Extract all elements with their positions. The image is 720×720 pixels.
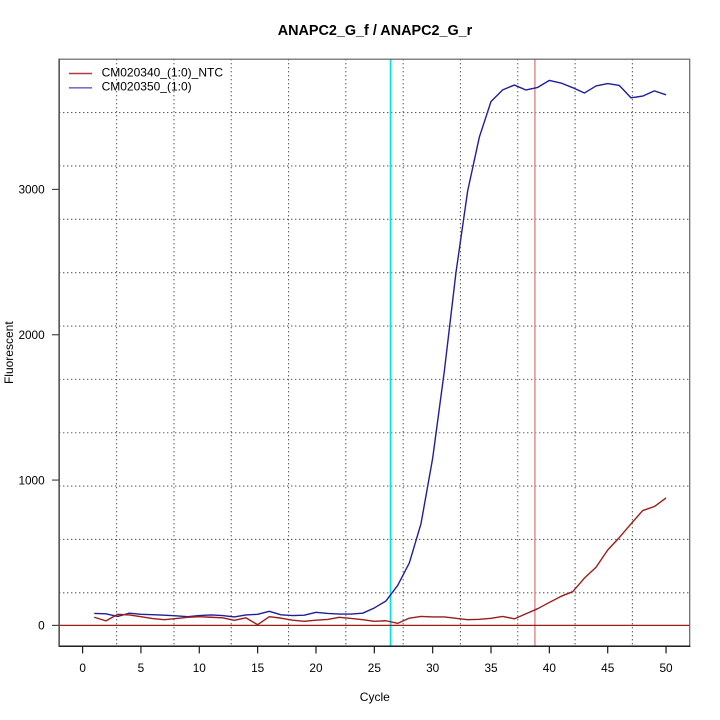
svg-text:0: 0 xyxy=(38,619,45,633)
svg-text:5: 5 xyxy=(138,661,145,675)
svg-text:40: 40 xyxy=(543,661,557,675)
svg-text:35: 35 xyxy=(484,661,498,675)
svg-text:0: 0 xyxy=(79,661,86,675)
svg-text:50: 50 xyxy=(659,661,673,675)
svg-text:ANAPC2_G_f / ANAPC2_G_r: ANAPC2_G_f / ANAPC2_G_r xyxy=(278,23,473,39)
svg-text:20: 20 xyxy=(309,661,323,675)
svg-text:1000: 1000 xyxy=(18,473,45,487)
svg-text:10: 10 xyxy=(193,661,207,675)
svg-text:Fluorescent: Fluorescent xyxy=(2,321,16,384)
svg-text:Cycle: Cycle xyxy=(360,690,390,704)
svg-text:30: 30 xyxy=(426,661,440,675)
svg-text:CM020350_(1:0): CM020350_(1:0) xyxy=(102,79,192,93)
svg-text:3000: 3000 xyxy=(18,183,45,197)
svg-text:45: 45 xyxy=(601,661,615,675)
svg-text:2000: 2000 xyxy=(18,328,45,342)
svg-text:CM020340_(1:0)_NTC: CM020340_(1:0)_NTC xyxy=(102,66,224,80)
svg-text:15: 15 xyxy=(251,661,265,675)
svg-text:25: 25 xyxy=(368,661,382,675)
